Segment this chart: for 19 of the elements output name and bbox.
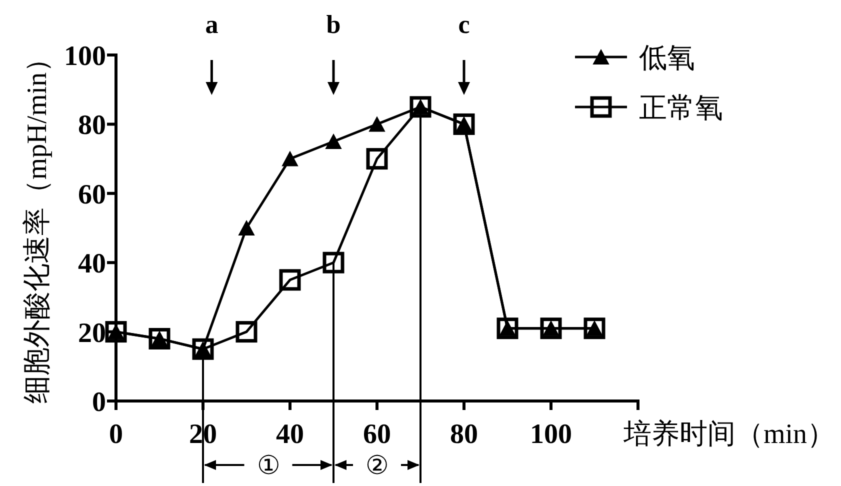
y-axis-title: 细胞外酸化速率（mpH/min） [22,44,53,404]
x-axis-title: 培养时间（min） [622,419,835,450]
ref-line-label: c [458,10,470,39]
text: ① [256,451,280,480]
ref-line-label: a [205,10,218,39]
y-tick-label: 40 [78,248,106,280]
x-tick-label: 100 [530,419,572,450]
text: ② [366,451,388,480]
legend-label: 正常氧 [639,93,723,124]
x-tick-label: 80 [450,419,478,450]
y-tick-label: 20 [78,318,106,349]
y-tick-label: 60 [78,179,106,210]
x-tick-label: 40 [276,419,304,450]
y-tick-label: 0 [92,387,106,418]
y-tick-label: 100 [64,41,106,72]
ref-line-label: b [326,10,341,39]
y-tick-label: 80 [78,110,106,142]
legend-label: 低氧 [639,43,695,74]
x-tick-label: 60 [363,419,391,450]
